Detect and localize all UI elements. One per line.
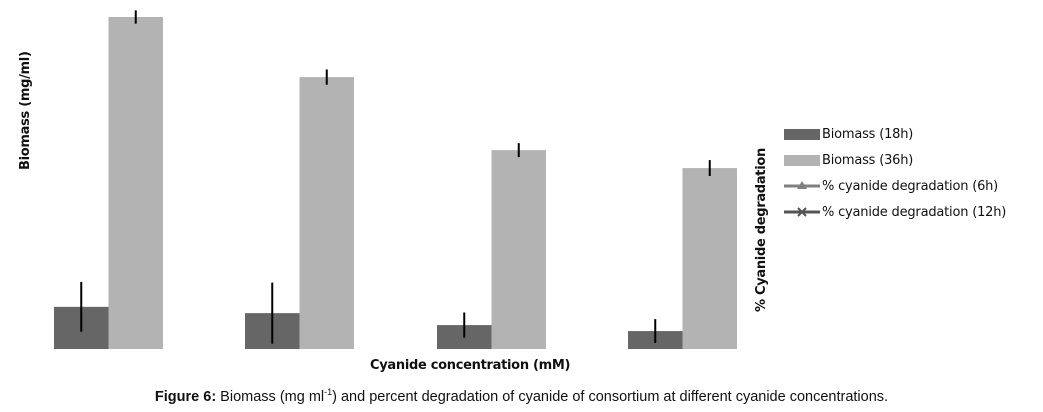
legend-label: Biomass (18h): [822, 126, 914, 142]
figure-caption: Figure 6: Biomass (mg ml-1) and percent …: [0, 387, 1043, 405]
legend-label: % cyanide degradation (6h): [822, 178, 999, 194]
legend-swatch-biomass-36h: [784, 154, 820, 166]
triangle-marker-icon: [784, 181, 820, 189]
error-bars-group: [80, 10, 711, 344]
legend-item-degradation-12h: % cyanide degradation (12h): [784, 199, 1006, 225]
legend-label: % cyanide degradation (12h): [822, 204, 1007, 220]
x-marker-icon: [784, 207, 820, 217]
legend-swatch-biomass-18h: [784, 128, 820, 140]
caption-label: Figure 6:: [154, 388, 217, 405]
bar-biomass-36h--3: [491, 150, 546, 349]
legend: Biomass (18h) Biomass (36h) % cyanide de…: [784, 121, 1006, 225]
legend-item-biomass-18h: Biomass (18h): [784, 121, 1006, 147]
legend-item-biomass-36h: Biomass (36h): [784, 147, 1006, 173]
caption-superscript: -1: [324, 387, 333, 397]
y-axis-label: Biomass (mg/ml): [18, 51, 33, 170]
legend-label: Biomass (36h): [822, 152, 914, 168]
bar-biomass-36h--4: [682, 168, 737, 349]
caption-text-2: ) and percent degradation of cyanide of …: [332, 388, 889, 405]
caption-text-1: Biomass (mg ml: [216, 388, 325, 405]
secondary-y-axis-label: % Cyanide degradation: [754, 148, 769, 312]
bars-group: [54, 17, 737, 349]
bar-biomass-36h--2: [299, 77, 354, 349]
bar-biomass-36h--1: [108, 17, 163, 349]
x-axis-label: Cyanide concentration (mM): [370, 358, 571, 373]
legend-item-degradation-6h: % cyanide degradation (6h): [784, 173, 1006, 199]
